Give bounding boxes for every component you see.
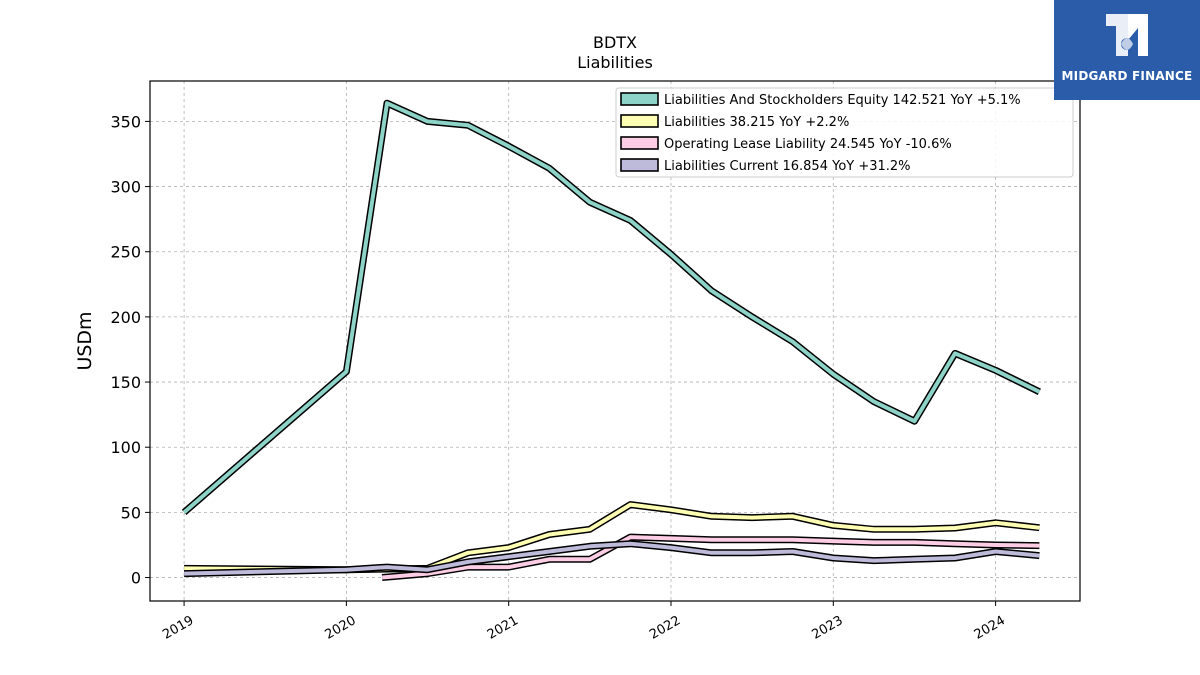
series-line: [381, 535, 1040, 580]
legend-swatch: [620, 158, 659, 172]
plot-frame: [149, 80, 1081, 602]
y-tick-label: 250: [110, 243, 141, 262]
brand-mark-icon: [1106, 14, 1148, 56]
legend-swatch: [620, 114, 659, 128]
x-tick-label: 2022: [647, 613, 683, 643]
x-tick-label: 2021: [485, 613, 521, 643]
legend-swatch: [620, 92, 659, 106]
chart-title: BDTX: [593, 33, 637, 52]
chart-subtitle: Liabilities: [577, 53, 653, 72]
series-line: [184, 502, 1040, 572]
y-tick-label: 350: [110, 112, 141, 131]
legend-label: Liabilities 38.215 YoY +2.2%: [664, 115, 849, 130]
brand-name: MIDGARD FINANCE: [1061, 69, 1193, 83]
legend: Liabilities And Stockholders Equity 142.…: [615, 87, 1074, 178]
y-tick-label: 100: [110, 438, 141, 457]
y-tick-label: 200: [110, 308, 141, 327]
x-tick-label: 2023: [809, 613, 845, 643]
y-tick-label: 300: [110, 178, 141, 197]
series-line: [182, 101, 1041, 514]
x-tick-label: 2020: [323, 613, 359, 643]
y-tick-label: 150: [110, 373, 141, 392]
series-line: [184, 541, 1040, 576]
x-tick-label: 2024: [972, 613, 1008, 643]
legend-label: Liabilities Current 16.854 YoY +31.2%: [664, 159, 911, 174]
x-tick-label: 2019: [160, 613, 196, 643]
legend-label: Operating Lease Liability 24.545 YoY -10…: [664, 137, 952, 152]
series-layer: [181, 99, 1041, 581]
y-tick-label: 0: [131, 569, 141, 588]
y-tick-label: 50: [121, 503, 141, 522]
legend-label: Liabilities And Stockholders Equity 142.…: [664, 93, 1021, 108]
legend-swatch: [620, 136, 659, 150]
brand-logo: MIDGARD FINANCE: [1054, 0, 1200, 100]
y-axis-label: USDm: [74, 311, 96, 370]
legend-frame: [615, 87, 1074, 178]
